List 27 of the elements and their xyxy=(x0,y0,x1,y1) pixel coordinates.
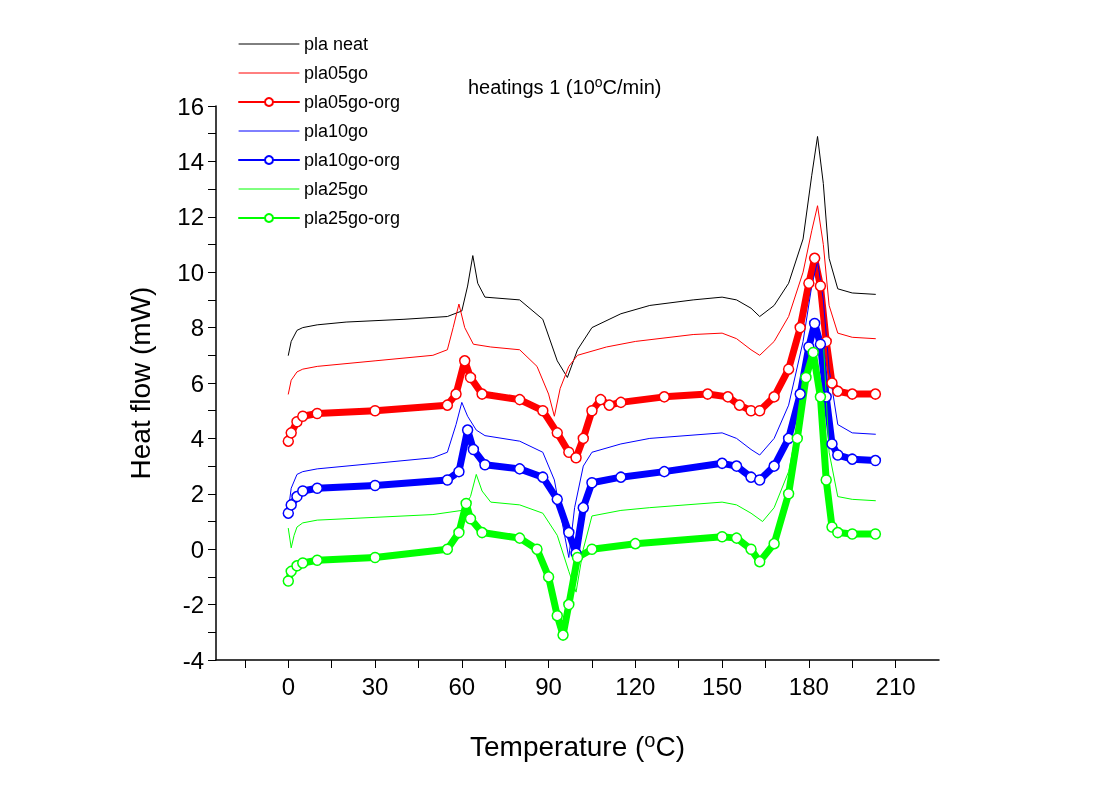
legend-label: pla05go-org xyxy=(304,92,401,112)
y-tick-label: 12 xyxy=(177,203,204,231)
legend-label: pla25go xyxy=(304,179,369,199)
y-tick-label: 10 xyxy=(177,258,204,286)
x-tick-label: 150 xyxy=(702,672,743,700)
y-tick-label: 16 xyxy=(177,92,204,120)
x-tick-label: 0 xyxy=(281,672,295,700)
y-tick-label: 4 xyxy=(190,424,204,452)
y-tick-label: 0 xyxy=(190,535,204,563)
x-tick-label: 180 xyxy=(788,672,829,700)
legend-label: pla10go-org xyxy=(304,150,401,170)
x-tick-label: 90 xyxy=(535,672,562,700)
x-tick-label: 60 xyxy=(448,672,476,700)
y-tick-label: 14 xyxy=(177,147,204,175)
x-tick-label: 120 xyxy=(615,672,656,700)
y-axis-title: Heat flow (mW) xyxy=(124,286,156,480)
legend-label: pla10go xyxy=(304,121,369,141)
x-tick-label: 30 xyxy=(361,672,389,700)
x-tick-label: 210 xyxy=(875,672,916,700)
y-tick-label: 6 xyxy=(190,369,204,397)
y-tick-label: -4 xyxy=(182,646,204,674)
legend-label: pla25go-org xyxy=(304,208,401,228)
legend-label: pla neat xyxy=(304,34,369,54)
y-tick-label: 8 xyxy=(190,314,204,342)
y-tick-label: -2 xyxy=(182,591,204,619)
y-tick-label: 2 xyxy=(190,480,204,508)
legend-label: pla05go xyxy=(304,63,369,83)
